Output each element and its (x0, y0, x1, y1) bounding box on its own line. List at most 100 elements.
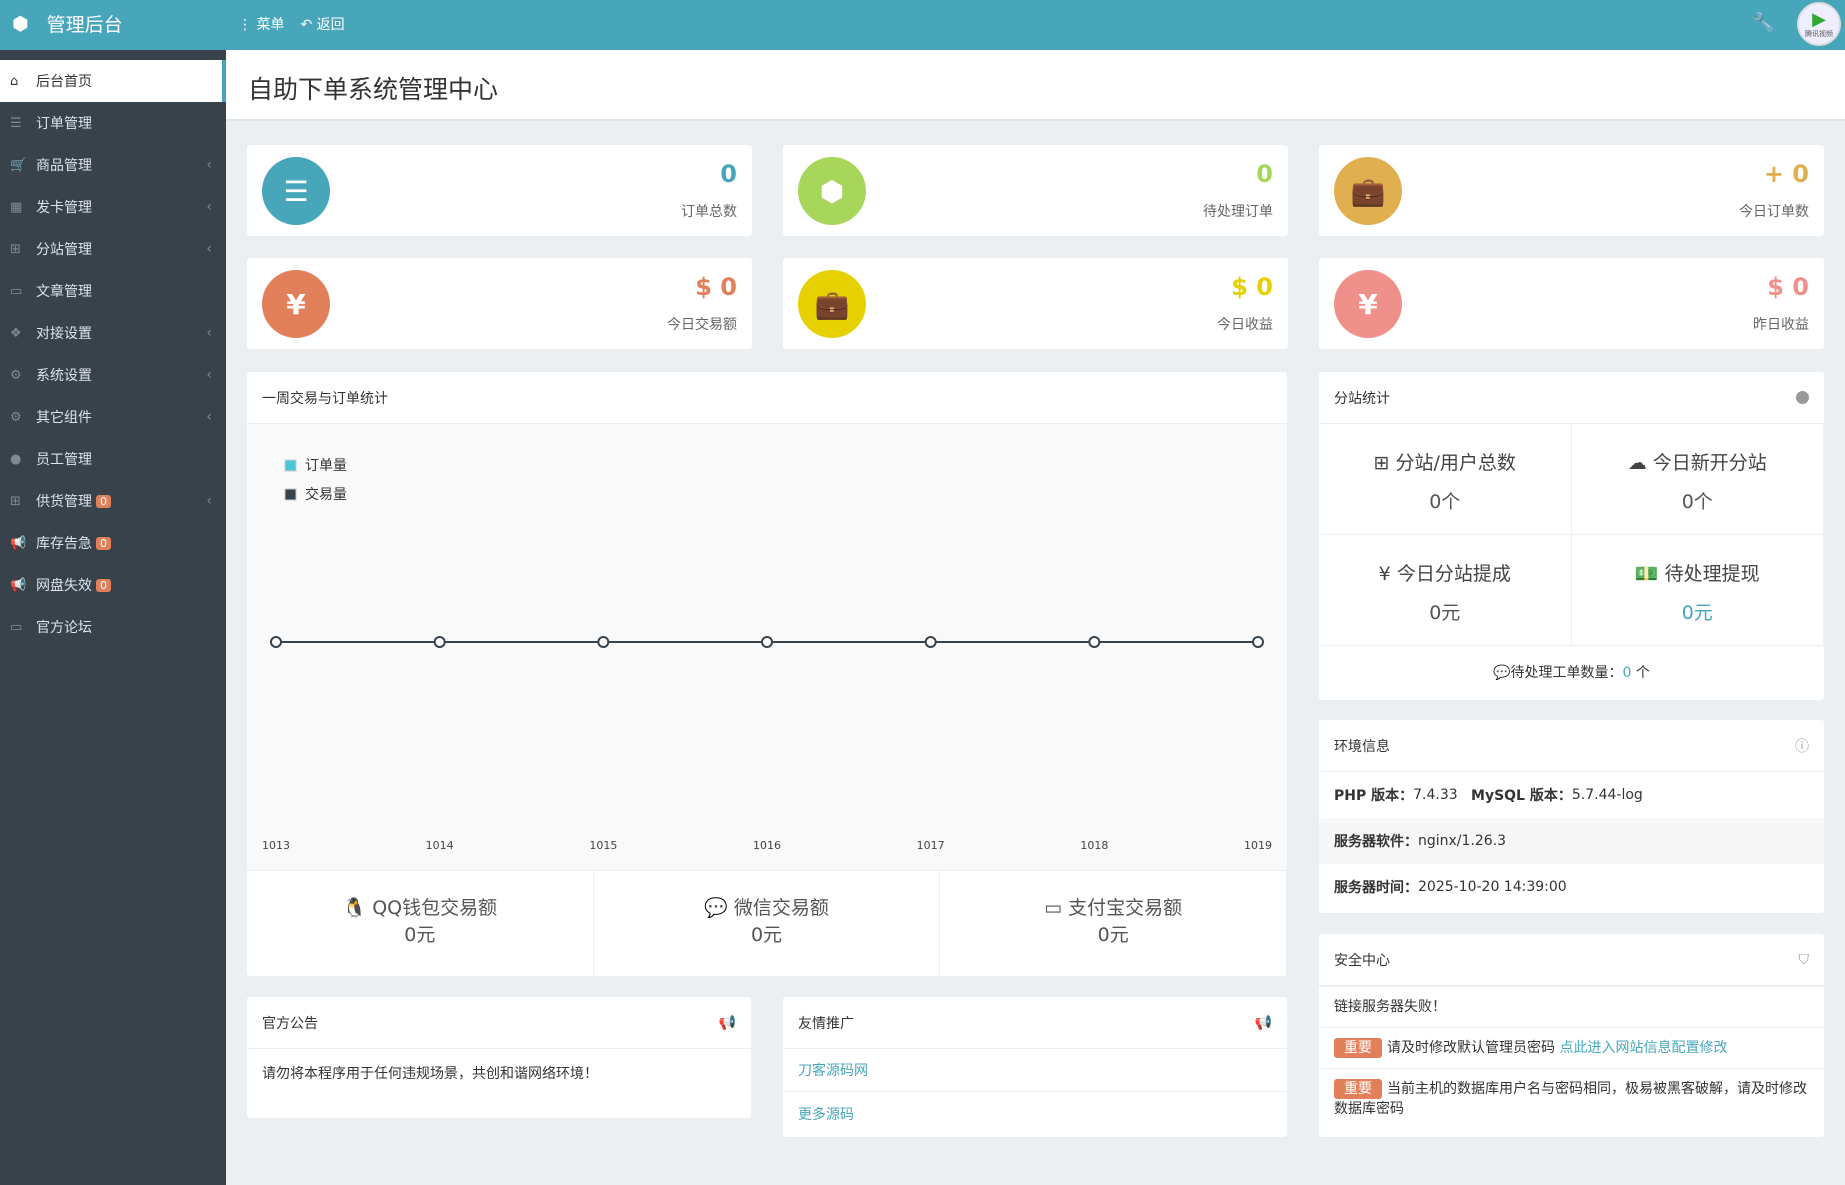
top-bar: ⬢ 管理后台 ⋮ 菜单 ↶ 返回 🔧 ▶ 腾讯视频 (0, 0, 1845, 50)
briefcase-icon: 💼 (798, 270, 866, 338)
chevron-left-icon: ‹ (206, 157, 212, 173)
collapse-dot-icon[interactable] (1796, 391, 1809, 404)
promo-link[interactable]: 刀客源码网 (798, 1063, 868, 1079)
chevron-left-icon: ‹ (206, 241, 212, 257)
home-icon: ⌂ (10, 73, 19, 89)
sidebar-item[interactable]: ▭ 文章管理 (0, 270, 226, 312)
mysql-version: 5.7.44-log (1571, 787, 1643, 803)
payment-value: 0元 (1097, 924, 1129, 946)
time-row: 服务器时间： 2025-10-20 14:39:00 (1319, 864, 1824, 910)
cloud-icon: ☁ (1627, 452, 1647, 474)
avatar[interactable]: ▶ 腾讯视频 (1797, 2, 1841, 46)
brand[interactable]: ⬢ 管理后台 (12, 10, 123, 37)
sidebar-item[interactable]: ⊞ 分站管理 ‹ (0, 228, 226, 270)
sidebar-item[interactable]: ❖ 对接设置 ‹ (0, 312, 226, 354)
data-point (761, 636, 773, 648)
stat-label: 订单总数 (681, 204, 737, 220)
promo-panel: 友情推广 📢 刀客源码网 更多源码 (783, 997, 1287, 1137)
sidebar-item[interactable]: ⌂ 后台首页 (0, 60, 226, 102)
chart-panel-header: 一周交易与订单统计 (247, 372, 1287, 424)
payment-totals: 🐧 QQ钱包交易额 0元 💬 微信交易额 0元 ▭ 支付宝交易额 0元 (247, 870, 1287, 976)
data-point (597, 636, 610, 648)
play-logo-icon: ▶ (1812, 9, 1826, 30)
version-row: PHP 版本： 7.4.33 MySQL 版本： 5.7.44-log (1319, 772, 1824, 818)
x-tick-label: 1015 (589, 839, 617, 852)
back-button[interactable]: ↶ 返回 (300, 17, 345, 33)
gears-icon: ⚙ (10, 409, 22, 425)
env-header: 环境信息 ⓘ (1319, 720, 1824, 772)
notice-title: 官方公告 (262, 1015, 318, 1032)
tickets-value: 0 (1622, 665, 1632, 681)
sidebar-item-label: 网盘失效 (36, 578, 92, 594)
security-item: 重要 请及时修改默认管理员密码 点此进入网站信息配置修改 (1319, 1027, 1824, 1068)
sidebar-item-label: 商品管理 (36, 158, 92, 174)
cube-icon: ⬢ (12, 12, 29, 35)
legend-label: 交易量 (305, 486, 347, 503)
sidebar-item[interactable]: ☰ 订单管理 (0, 102, 226, 144)
count-badge: 0 (96, 536, 111, 550)
sidebar-item[interactable]: 🛒 商品管理 ‹ (0, 144, 226, 186)
security-msg: 请及时修改默认管理员密码 (1387, 1040, 1555, 1056)
menu-label: 菜单 (256, 17, 285, 33)
gear-icon: ⚙ (10, 367, 22, 383)
security-panel: 安全中心 ⛉ 链接服务器失败！ 重要 请及时修改默认管理员密码 点此进入网站信息配置… (1319, 934, 1824, 1137)
sidebar-item[interactable]: ⊞ 供货管理 0 ‹ (0, 480, 226, 522)
config-link[interactable]: 点此进入网站信息配置修改 (1559, 1040, 1728, 1056)
sidebar-item-label: 发卡管理 (36, 200, 92, 216)
stat-value: $ 0 (1231, 273, 1273, 301)
sidebar-item[interactable]: ● 员工管理 (0, 438, 226, 480)
briefcase-icon: 💼 (1334, 157, 1402, 225)
sidebar-item[interactable]: ▦ 发卡管理 ‹ (0, 186, 226, 228)
stat-label: 今日订单数 (1739, 204, 1809, 220)
sidebar-item[interactable]: ⚙ 系统设置 ‹ (0, 354, 226, 396)
server-software: nginx/1.26.3 (1418, 833, 1507, 849)
security-header: 安全中心 ⛉ (1319, 934, 1824, 986)
comment-icon: 💬 (1493, 665, 1511, 681)
sidebar-item[interactable]: ▭ 官方论坛 (0, 606, 226, 648)
menu-button[interactable]: ⋮ 菜单 (238, 17, 285, 33)
data-point (1088, 636, 1101, 648)
promo-header: 友情推广 📢 (783, 997, 1287, 1049)
security-item: 重要 当前主机的数据库用户名与密码相同，极易被黑客破解，请及时修改数据库密码 (1319, 1068, 1824, 1129)
stat-card: ☰ 0 订单总数 (247, 145, 752, 236)
chevron-left-icon: ‹ (206, 199, 212, 215)
substation-stat-label: 待处理提现 (1664, 563, 1760, 585)
stat-value: 0 (1256, 160, 1273, 188)
stat-card: ⬢ 0 待处理订单 (783, 145, 1288, 236)
sidebar-item[interactable]: 📢 网盘失效 0 (0, 564, 226, 606)
promo-link[interactable]: 更多源码 (798, 1106, 854, 1123)
sidebar-item-label: 文章管理 (36, 284, 92, 300)
user-icon: ● (10, 451, 22, 467)
avatar-text: 腾讯视频 (1805, 30, 1833, 38)
info-icon: ⓘ (1795, 738, 1809, 755)
sidebar-item[interactable]: ⚙ 其它组件 ‹ (0, 396, 226, 438)
env-title: 环境信息 (1334, 738, 1390, 755)
sidebar-item[interactable]: 📢 库存告急 0 (0, 522, 226, 564)
chevron-left-icon: ‹ (206, 325, 212, 341)
data-point (924, 636, 937, 648)
book-icon: ▭ (10, 619, 23, 635)
payment-label: 支付宝交易额 (1068, 897, 1183, 919)
legend-swatch (284, 459, 297, 472)
tickets-unit: 个 (1635, 665, 1650, 681)
chevron-left-icon: ‹ (206, 367, 212, 383)
stat-card: 💼 + 0 今日订单数 (1319, 145, 1824, 236)
x-tick-label: 1014 (426, 839, 454, 852)
chart-panel: 一周交易与订单统计 订单量 交易量 1013 1014 1015 1016 1017 1018… (247, 372, 1287, 976)
stat-label: 待处理订单 (1203, 204, 1273, 220)
sidebar-item-label: 订单管理 (36, 116, 92, 132)
substation-stat: ⊞ 分站/用户总数 0个 (1319, 424, 1572, 535)
wrench-icon[interactable]: 🔧 (1752, 12, 1775, 33)
promo-title: 友情推广 (798, 1015, 854, 1032)
x-tick-label: 1017 (917, 839, 945, 852)
chevron-left-icon: ‹ (206, 493, 212, 509)
back-label: 返回 (316, 17, 345, 33)
sitemap-icon: ⊞ (1373, 452, 1390, 474)
data-point (1252, 636, 1264, 648)
substation-stat-value: 0个 (1429, 491, 1461, 513)
pending-tickets: 💬待处理工单数量：0 个 (1319, 646, 1824, 682)
money-icon: 💵 (1634, 563, 1659, 585)
wechat-icon: 💬 (704, 897, 728, 919)
yen-icon: ¥ (1334, 270, 1402, 338)
